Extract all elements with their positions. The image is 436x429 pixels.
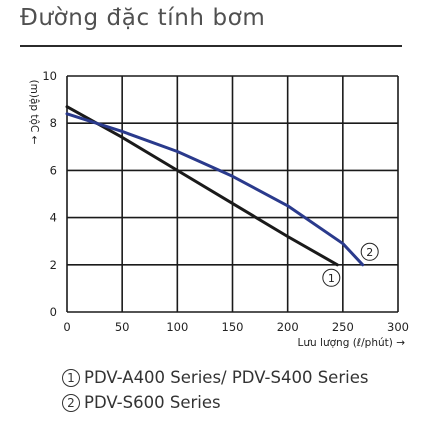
legend: 1 PDV-A400 Series/ PDV-S400 Series 2 PDV… xyxy=(62,365,368,415)
legend-label-2: PDV-S600 Series xyxy=(84,393,221,412)
y-tick-label-6: 6 xyxy=(50,163,57,177)
y-axis-label: (m)ập tộC ← xyxy=(28,80,40,145)
series-layer xyxy=(65,105,365,267)
legend-item-2: 2 PDV-S600 Series xyxy=(62,390,368,415)
x-tick-label-300: 300 xyxy=(387,320,409,334)
series-marker-label-1: 1 xyxy=(328,272,335,285)
series-marker-label-2: 2 xyxy=(366,246,373,259)
y-tick-label-0: 0 xyxy=(50,305,57,319)
legend-marker-1: 1 xyxy=(62,368,80,387)
legend-marker-2: 2 xyxy=(62,393,80,412)
x-tick-label-100: 100 xyxy=(166,320,188,334)
x-axis-label: Lưu lượng (ℓ/phút) → xyxy=(298,337,406,349)
x-tick-label-250: 250 xyxy=(332,320,354,334)
legend-label-1: PDV-A400 Series/ PDV-S400 Series xyxy=(84,368,369,387)
legend-item-1: 1 PDV-A400 Series/ PDV-S400 Series xyxy=(62,365,368,390)
series-marker-circle-1 xyxy=(322,268,341,287)
y-tick-label-2: 2 xyxy=(50,258,57,272)
y-tick-label-8: 8 xyxy=(50,116,57,130)
y-tick-label-10: 10 xyxy=(42,69,57,83)
y-tick-label-4: 4 xyxy=(50,211,57,225)
series-marker-circle-2 xyxy=(360,242,379,261)
chart-heading: Đường đặc tính bơm xyxy=(20,5,266,31)
x-tick-label-50: 50 xyxy=(115,320,130,334)
x-tick-label-0: 0 xyxy=(63,320,70,334)
grid-layer xyxy=(66,75,399,313)
x-tick-label-200: 200 xyxy=(277,320,299,334)
marker-layer: 12 xyxy=(322,242,379,287)
series-line-1 xyxy=(65,105,339,267)
x-tick-label-150: 150 xyxy=(222,320,244,334)
heading-divider xyxy=(20,45,402,47)
series-line-2 xyxy=(65,112,365,267)
tick-layer: 0 50 100 150 200 250 300 0 2 4 6 8 10 xyxy=(42,69,409,334)
